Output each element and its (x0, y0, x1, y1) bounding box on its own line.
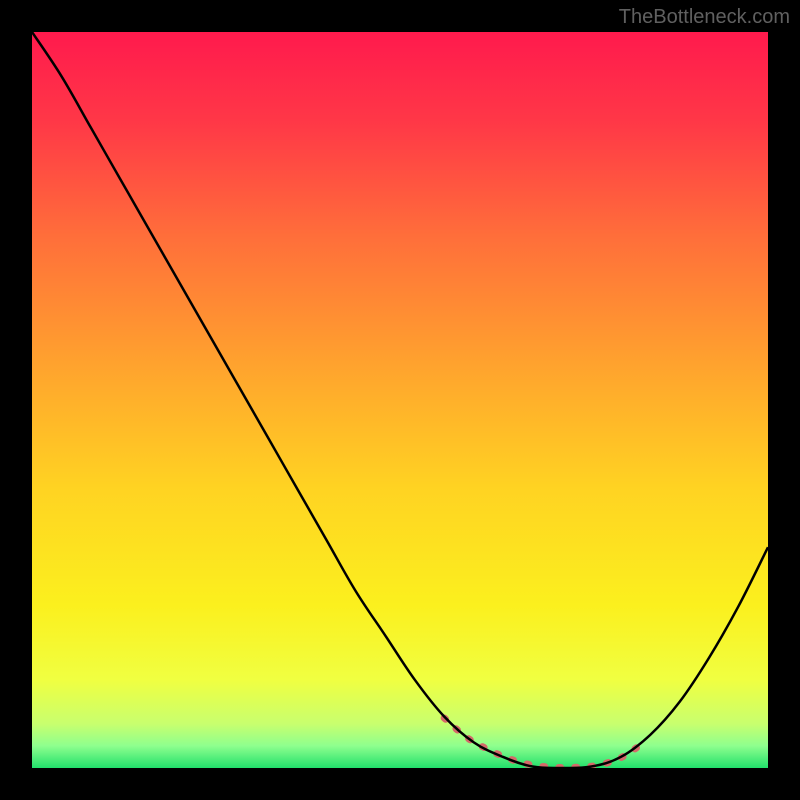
curve-layer (32, 32, 768, 768)
watermark-text: TheBottleneck.com (619, 6, 790, 29)
chart-plot-area (32, 32, 768, 768)
bottleneck-curve (32, 32, 768, 768)
